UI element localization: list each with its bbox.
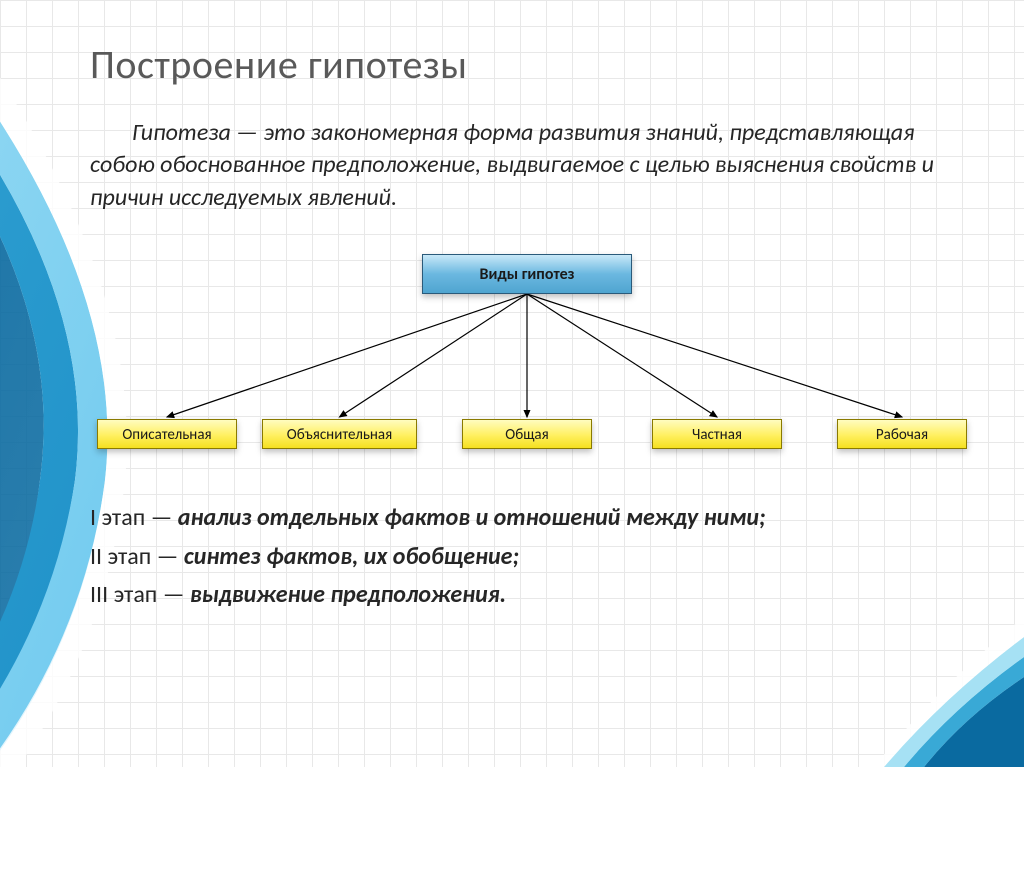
diagram-leaf-node: Общая: [462, 419, 592, 449]
diagram-root-node: Виды гипотез: [422, 254, 632, 294]
stage-text: анализ отдельных фактов и отношений межд…: [178, 503, 766, 532]
hypothesis-types-diagram: Виды гипотез Описательная Объяснительная О…: [97, 254, 967, 469]
slide-title: Построение гипотезы: [90, 40, 974, 89]
stage-line: I этап — анализ отдельных фактов и отнош…: [90, 499, 960, 537]
diagram-leaf-node: Частная: [652, 419, 782, 449]
stage-line: III этап — выдвижение предположения.: [90, 576, 960, 614]
stage-text: синтез фактов, их обобщение;: [184, 542, 519, 571]
definition-text: Гипотеза — это закономерная форма развит…: [90, 117, 960, 214]
diagram-leaf-node: Объяснительная: [262, 419, 417, 449]
stage-label: I этап —: [90, 503, 178, 532]
stage-label: III этап —: [90, 580, 190, 609]
slide-content: Построение гипотезы Гипотеза — это закон…: [90, 40, 974, 614]
stage-line: II этап — синтез фактов, их обобщение;: [90, 538, 960, 576]
stage-text: выдвижение предположения.: [190, 580, 506, 609]
stage-label: II этап —: [90, 542, 184, 571]
diagram-leaf-node: Рабочая: [837, 419, 967, 449]
stages-list: I этап — анализ отдельных фактов и отнош…: [90, 499, 960, 614]
diagram-leaf-node: Описательная: [97, 419, 237, 449]
